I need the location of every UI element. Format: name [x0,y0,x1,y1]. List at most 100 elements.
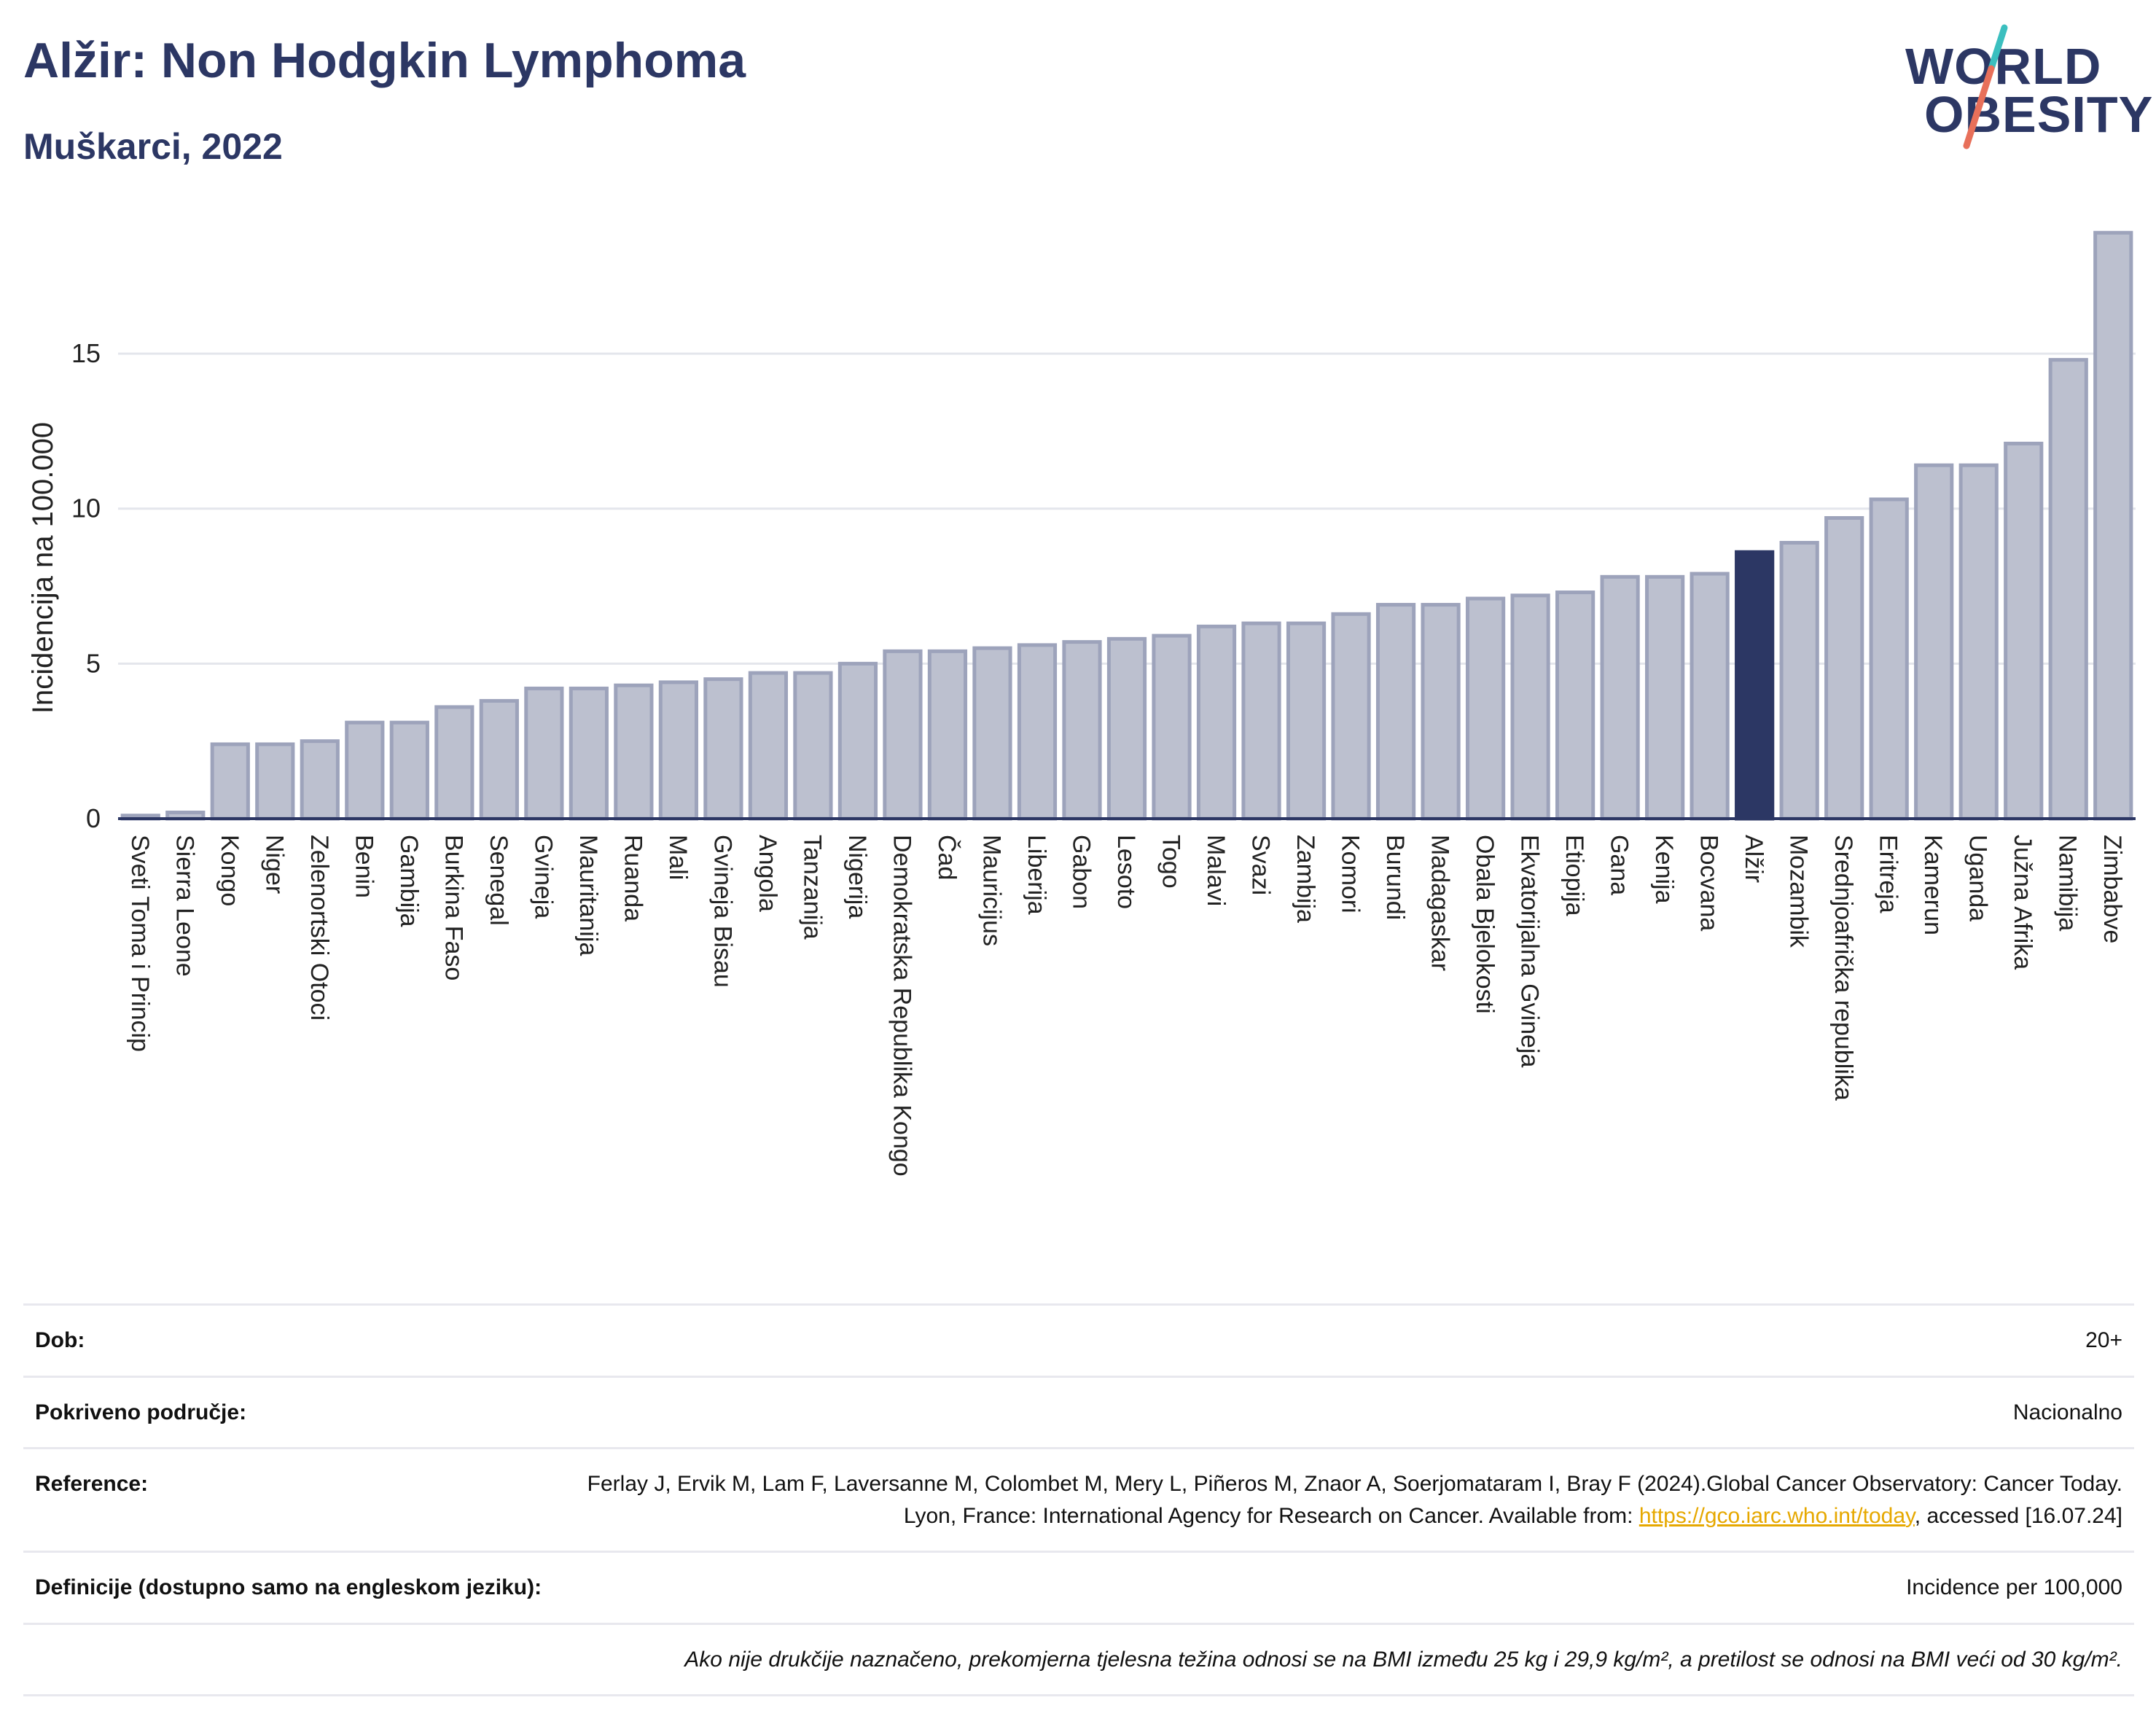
bar [1017,643,1058,821]
y-tick-label: 15 [71,338,101,368]
info-row-reference: Reference: Ferlay J, Ervik M, Lam F, Lav… [23,1447,2134,1552]
x-tick-label: Demokratska Republika Kongo [888,835,915,1177]
x-tick-label: Etiopija [1561,835,1588,916]
bar [300,739,340,821]
x-tick-label: Liberija [1023,835,1050,915]
y-axis-ticks: 0 5 10 15 [71,338,101,833]
x-tick-label: Nigerija [843,835,871,919]
y-tick-label: 5 [86,648,101,678]
bar [1106,636,1147,821]
x-tick-label: Gambija [395,835,423,927]
bar [1779,541,1819,821]
x-axis-labels: Sveti Toma i Princip Sierra Leone Kongo Nig… [126,835,2126,1177]
bar [1286,621,1327,821]
bar [972,646,1012,821]
x-tick-label: Madagaskar [1426,835,1454,971]
footnote: Ako nije drukčije naznačeno, prekomjerna… [23,1622,2134,1696]
x-tick-label: Zambija [1292,835,1319,923]
x-tick-label: Čad [933,835,961,880]
reference-value: Ferlay J, Ervik M, Lam F, Laversanne M, … [557,1447,2134,1552]
x-tick-label: Namibija [2054,835,2082,931]
bar [793,671,833,821]
bar [1869,497,1909,821]
x-tick-label: Gabon [1067,835,1095,909]
age-label: Dob: [23,1303,557,1376]
bar [703,677,743,821]
bar [748,671,789,821]
bar [1824,515,1864,821]
bar [345,720,385,821]
info-row-coverage: Pokriveno područje: Nacionalno [23,1375,2134,1449]
x-tick-label: Gvineja [529,835,557,919]
bar [2004,441,2044,821]
bar [1331,612,1371,821]
logo-slash-icon [1963,24,2008,149]
bar [1062,640,1102,821]
x-tick-label: Uganda [1964,835,1992,921]
bar [1241,621,1281,821]
bar [1152,633,1192,821]
x-tick-label: Obala Bjelokosti [1471,835,1499,1014]
bar [1958,463,1999,821]
bar [524,686,564,821]
bar [1645,574,1685,821]
x-tick-label: Mauricijus [977,835,1005,946]
reference-link[interactable]: https://gco.iarc.who.int/today [1639,1503,1915,1528]
x-tick-label: Južna Afrika [2009,835,2036,970]
bar [2093,230,2133,821]
logo-word-world: WORLD [1905,38,2102,95]
definitions-label: Definicije (dostupno samo na engleskom j… [23,1551,557,1623]
x-tick-label: Srednjoafrička republika [1829,835,1857,1101]
x-tick-label: Kamerun [1919,835,1947,935]
bar [1735,550,1775,821]
x-tick-label: Mali [664,835,692,880]
x-tick-label: Bocvana [1695,835,1723,931]
bar [389,720,429,821]
info-row-definitions: Definicije (dostupno samo na engleskom j… [23,1551,2134,1623]
x-tick-label: Kenija [1650,835,1678,904]
coverage-value: Nacionalno [557,1375,2134,1449]
x-tick-label: Zelenortski Otoci [305,835,333,1021]
bars [120,230,2133,821]
reference-accessed: , accessed [16.07.24] [1914,1503,2122,1528]
x-tick-label: Mauritanija [574,835,602,956]
x-tick-label: Alžir [1740,835,1768,883]
page-subtitle: Muškarci, 2022 [23,126,283,167]
bar [1690,572,1730,821]
x-tick-label: Sierra Leone [171,835,198,977]
x-tick-label: Senegal [485,835,512,926]
bar [837,661,878,821]
info-row-age: Dob: 20+ [23,1303,2134,1376]
x-tick-label: Gana [1606,835,1633,895]
bar [1914,463,1954,821]
x-tick-label: Benin [350,835,378,898]
bar [434,705,474,821]
x-tick-label: Togo [1157,835,1185,889]
bar-chart: 0 5 10 15 Sveti Toma i Princip Sierra Leone K… [27,230,2136,1177]
bar [927,649,968,821]
bar [569,686,609,821]
coverage-label: Pokriveno područje: [23,1375,557,1449]
x-tick-label: Niger [260,835,288,894]
x-tick-label: Burkina Faso [440,835,467,980]
x-tick-label: Ruanda [619,835,647,921]
x-tick-label: Komori [1337,835,1364,913]
bar [1421,603,1461,821]
bar [1465,596,1506,821]
bar [883,649,923,821]
reference-label: Reference: [23,1447,557,1552]
x-tick-label: Malavi [1202,835,1230,906]
x-tick-label: Lesoto [1112,835,1140,909]
bar [255,742,295,821]
x-tick-label: Sveti Toma i Princip [126,835,154,1052]
x-tick-label: Angola [754,835,781,912]
bar [1600,574,1640,821]
bar [479,698,519,821]
bar [614,683,654,821]
page-title: Alžir: Non Hodgkin Lymphoma [23,33,746,88]
bar [210,742,250,821]
bar [1555,590,1595,821]
x-tick-label: Mozambik [1785,835,1813,948]
bar [1510,593,1550,821]
bar [1196,624,1237,821]
